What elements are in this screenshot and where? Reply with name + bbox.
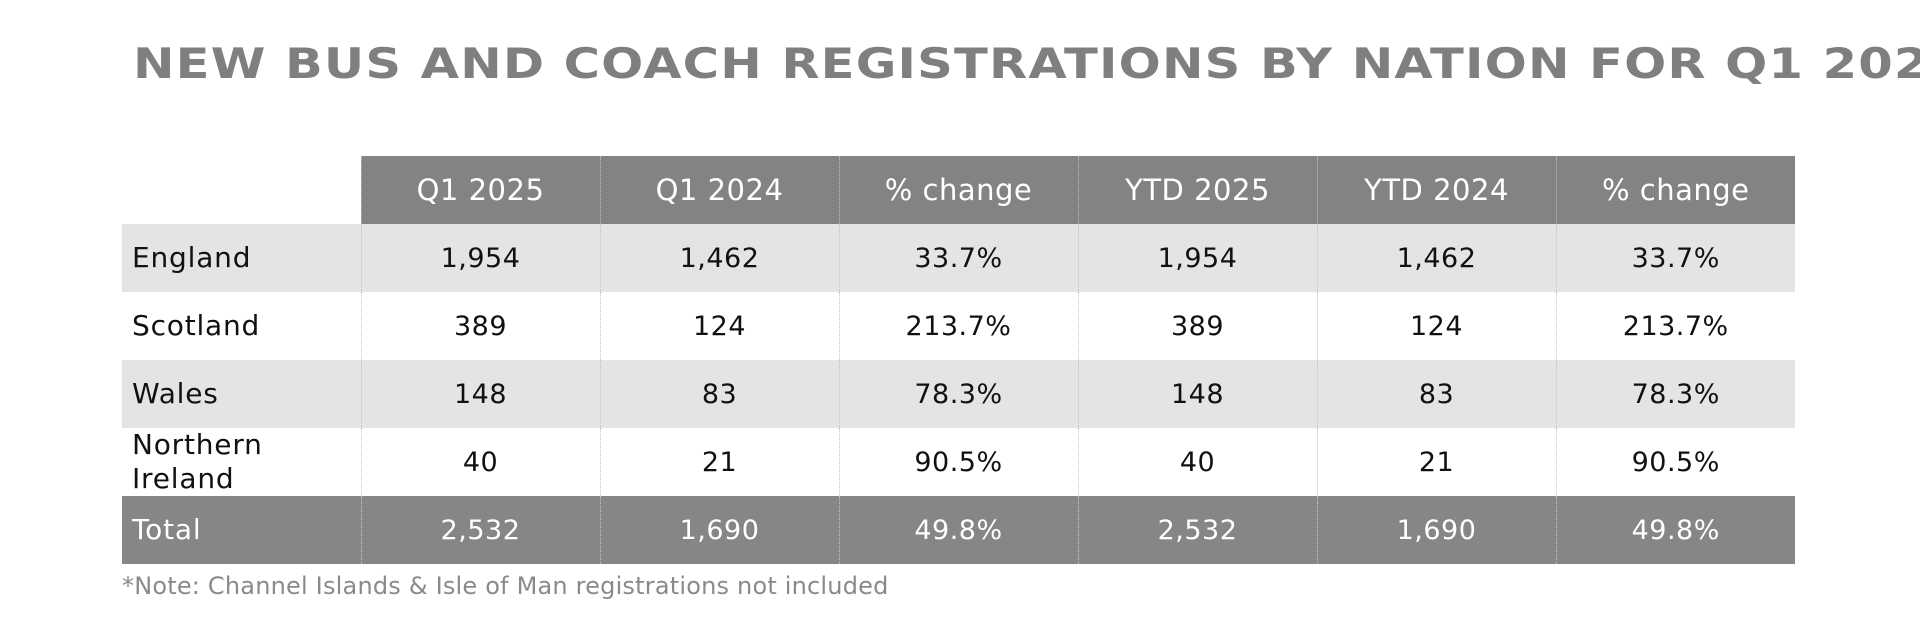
table-cell: 40 [1077,428,1317,496]
table-cell: 124 [1316,292,1556,360]
header-corner-cell [122,156,361,224]
table-cell: 1,462 [1316,224,1556,292]
table-cell: 40 [360,428,600,496]
total-cell: 2,532 [360,496,600,564]
table-cell: 21 [1316,428,1556,496]
table-cell: 1,954 [360,224,600,292]
row-label: Wales [122,360,361,428]
column-header: % change [838,156,1078,224]
table-cell: 90.5% [838,428,1078,496]
table-cell: 389 [1077,292,1317,360]
column-header: % change [1555,156,1795,224]
row-label: Scotland [122,292,361,360]
table-cell: 213.7% [838,292,1078,360]
table-cell: 33.7% [1555,224,1795,292]
column-header: Q1 2025 [360,156,600,224]
table-row-northern-ireland: Northern Ireland 40 21 90.5% 40 21 90.5% [122,428,1795,496]
total-cell: 49.8% [838,496,1078,564]
table-cell: 83 [1316,360,1556,428]
total-cell: 1,690 [1316,496,1556,564]
table-cell: 1,462 [599,224,839,292]
column-header: Q1 2024 [599,156,839,224]
header-row: Q1 2025 Q1 2024 % change YTD 2025 YTD 20… [122,156,1795,224]
table-cell: 148 [360,360,600,428]
total-cell: 1,690 [599,496,839,564]
table-cell: 213.7% [1555,292,1795,360]
table-cell: 21 [599,428,839,496]
table-cell: 148 [1077,360,1317,428]
footnote: *Note: Channel Islands & Isle of Man reg… [122,572,889,600]
total-cell: 49.8% [1555,496,1795,564]
column-header: YTD 2024 [1316,156,1556,224]
column-header: YTD 2025 [1077,156,1317,224]
table-row-scotland: Scotland 389 124 213.7% 389 124 213.7% [122,292,1795,360]
table-cell: 83 [599,360,839,428]
row-label: England [122,224,361,292]
table-cell: 78.3% [1555,360,1795,428]
total-row: Total 2,532 1,690 49.8% 2,532 1,690 49.8… [122,496,1795,564]
table-cell: 389 [360,292,600,360]
registrations-table: Q1 2025 Q1 2024 % change YTD 2025 YTD 20… [122,156,1795,564]
table-row-wales: Wales 148 83 78.3% 148 83 78.3% [122,360,1795,428]
table-cell: 124 [599,292,839,360]
table-cell: 33.7% [838,224,1078,292]
table-title: NEW BUS AND COACH REGISTRATIONS BY NATIO… [133,39,1920,88]
table-cell: 1,954 [1077,224,1317,292]
table-row-england: England 1,954 1,462 33.7% 1,954 1,462 33… [122,224,1795,292]
table-cell: 90.5% [1555,428,1795,496]
row-label: Northern Ireland [122,428,361,496]
table-cell: 78.3% [838,360,1078,428]
total-cell: 2,532 [1077,496,1317,564]
total-label: Total [122,496,361,564]
